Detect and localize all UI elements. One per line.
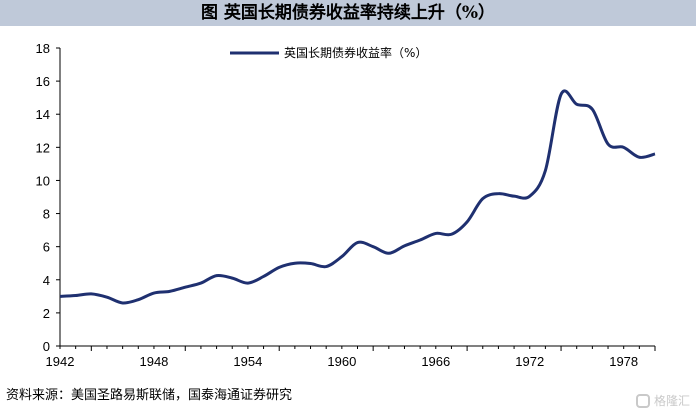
x-tick-label: 1942 bbox=[46, 354, 75, 369]
y-tick-label: 4 bbox=[43, 273, 50, 288]
watermark-logo-icon bbox=[635, 393, 650, 408]
y-tick-label: 14 bbox=[36, 107, 50, 122]
x-tick-label: 1972 bbox=[515, 354, 544, 369]
y-tick-label: 8 bbox=[43, 207, 50, 222]
x-tick-label: 1978 bbox=[609, 354, 638, 369]
y-tick-label: 12 bbox=[36, 140, 50, 155]
chart-title: 图 英国长期债券收益率持续上升（%） bbox=[200, 3, 496, 23]
line-chart: 0 2 4 6 8 10 12 14 16 18 1942 1948 1954 1960 1966 1972 1… bbox=[36, 41, 656, 369]
watermark: 格隆汇 bbox=[635, 392, 690, 409]
series-group bbox=[59, 89, 656, 305]
series-line-0 bbox=[59, 89, 656, 305]
y-tick-label: 10 bbox=[36, 173, 50, 188]
y-tick-label: 0 bbox=[43, 339, 50, 354]
x-tick-label: 1966 bbox=[421, 354, 450, 369]
legend-label: 英国长期债券收益率（%） bbox=[284, 45, 427, 60]
x-tick-label: 1954 bbox=[233, 354, 262, 369]
y-tick-label: 18 bbox=[36, 41, 50, 56]
source-note: 资料来源：美国圣路易斯联储，国泰海通证券研究 bbox=[6, 388, 293, 403]
chart-title-bar: 图 英国长期债券收益率持续上升（%） bbox=[0, 0, 696, 26]
y-tick-label: 6 bbox=[43, 240, 50, 255]
y-tick-label: 16 bbox=[36, 74, 50, 89]
watermark-text: 格隆汇 bbox=[653, 394, 690, 408]
y-tick-label: 2 bbox=[43, 306, 50, 321]
x-tick-label: 1948 bbox=[139, 354, 168, 369]
legend: 英国长期债券收益率（%） bbox=[230, 45, 427, 60]
x-tick-label: 1960 bbox=[327, 354, 356, 369]
tick-labels: 0 2 4 6 8 10 12 14 16 18 1942 1948 1954 1960 1966 1972 1… bbox=[36, 41, 639, 369]
axes bbox=[56, 47, 656, 351]
